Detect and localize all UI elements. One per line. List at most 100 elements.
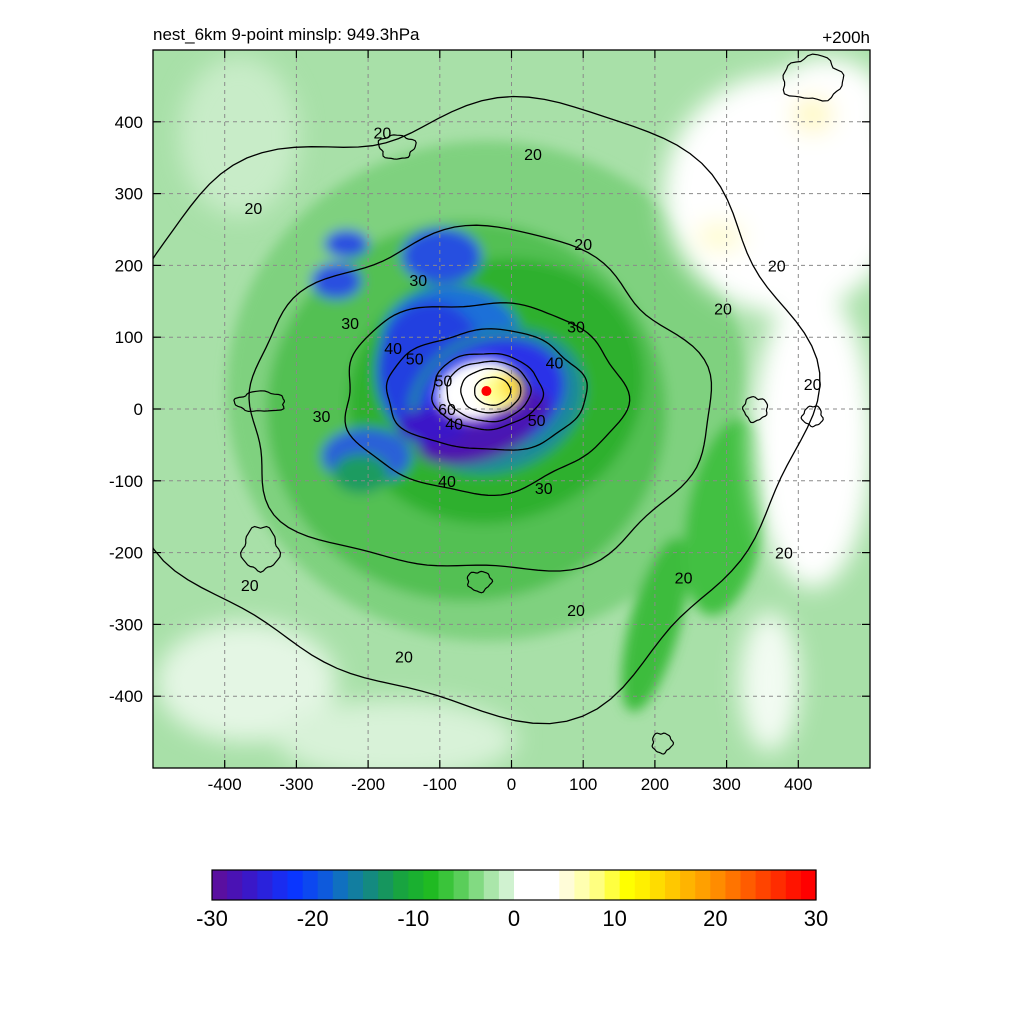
x-tick-label: -300 bbox=[279, 775, 313, 794]
contour-label: 20 bbox=[241, 578, 259, 595]
colorbar-swatch bbox=[498, 870, 515, 900]
colorbar-swatch bbox=[770, 870, 787, 900]
contour-label: 40 bbox=[438, 474, 456, 491]
colorbar-swatch bbox=[332, 870, 349, 900]
time-label: +200h bbox=[822, 28, 870, 47]
contour-lines bbox=[153, 53, 845, 755]
y-tick-label: -400 bbox=[109, 687, 143, 706]
colorbar-swatch bbox=[710, 870, 726, 900]
colorbar-swatch bbox=[544, 870, 560, 900]
x-tick-label: -100 bbox=[423, 775, 457, 794]
colorbar-swatch bbox=[408, 870, 424, 900]
x-tick-label: 0 bbox=[507, 775, 516, 794]
contour-label: 20 bbox=[574, 237, 592, 254]
y-axis: 400 300 200 100 0 -100 -200 -300 -400 bbox=[109, 113, 870, 706]
colorbar-swatch bbox=[619, 870, 636, 900]
contour-label: 20 bbox=[804, 377, 822, 394]
contour-label: 20 bbox=[714, 301, 732, 318]
colorbar-tick-label: -20 bbox=[297, 906, 329, 931]
contour-labels: 20 20 20 20 20 20 20 20 20 20 20 20 30 30 30 30 30 40 40 40… bbox=[241, 126, 822, 667]
colorbar-tick-label: 0 bbox=[508, 906, 520, 931]
y-tick-label: -300 bbox=[109, 615, 143, 634]
colorbar-swatch bbox=[559, 870, 575, 900]
colorbar-swatch bbox=[665, 870, 681, 900]
colorbar-swatch bbox=[302, 870, 319, 900]
y-tick-label: 400 bbox=[115, 113, 143, 132]
colorbar-swatch bbox=[589, 870, 606, 900]
colorbar-tick-label: 10 bbox=[602, 906, 626, 931]
x-tick-label: 400 bbox=[784, 775, 812, 794]
colorbar-swatch bbox=[800, 870, 817, 900]
contour-label: 40 bbox=[546, 355, 564, 372]
colorbar-swatch bbox=[680, 870, 696, 900]
contour-label: 20 bbox=[675, 571, 693, 588]
contour-label: 60 bbox=[438, 402, 456, 419]
y-tick-label: 0 bbox=[134, 400, 143, 419]
y-tick-label: -100 bbox=[109, 472, 143, 491]
colorbar-tick-label: -10 bbox=[397, 906, 429, 931]
colorbar-swatch bbox=[483, 870, 500, 900]
contour-label: 30 bbox=[341, 316, 359, 333]
colorbar-swatch bbox=[649, 870, 666, 900]
colorbar-tick-label: -30 bbox=[196, 906, 228, 931]
colorbar-labels: -30 -20 -10 0 10 20 30 bbox=[196, 906, 828, 931]
colorbar-swatch bbox=[468, 870, 485, 900]
contour-label: 20 bbox=[775, 546, 793, 563]
y-tick-label: 300 bbox=[115, 185, 143, 204]
contour-label: 20 bbox=[768, 258, 786, 275]
plot-area: 20 20 20 20 20 20 20 20 20 20 20 20 30 30 30 30 30 40 40 40… bbox=[153, 50, 870, 768]
colorbar-swatch bbox=[272, 870, 289, 900]
contour-label: 30 bbox=[535, 481, 553, 498]
contour-label: 30 bbox=[409, 273, 427, 290]
colorbar-swatch bbox=[227, 870, 243, 900]
colorbar-swatch bbox=[740, 870, 757, 900]
contour-label: 30 bbox=[567, 319, 585, 336]
x-tick-label: -400 bbox=[208, 775, 242, 794]
x-axis: -400 -300 -200 -100 0 100 200 300 400 bbox=[208, 50, 812, 794]
colorbar-swatch bbox=[423, 870, 440, 900]
colorbar-swatch bbox=[393, 870, 409, 900]
colorbar-swatch bbox=[212, 870, 228, 900]
contour-label: 20 bbox=[374, 126, 392, 143]
contour-label: 20 bbox=[524, 147, 542, 164]
colorbar-swatch bbox=[604, 870, 621, 900]
colorbar-swatch bbox=[287, 870, 304, 900]
contour-label: 20 bbox=[567, 603, 585, 620]
x-tick-label: 300 bbox=[712, 775, 740, 794]
colorbar-swatch bbox=[363, 870, 379, 900]
contour-label: 50 bbox=[528, 413, 546, 430]
x-tick-label: -200 bbox=[351, 775, 385, 794]
colorbar-swatch bbox=[529, 870, 545, 900]
x-tick-label: 200 bbox=[641, 775, 669, 794]
y-tick-label: 200 bbox=[115, 256, 143, 275]
colorbar-tick-label: 30 bbox=[804, 906, 828, 931]
chart-title: nest_6km 9-point minslp: 949.3hPa bbox=[153, 25, 420, 44]
contour-label: 50 bbox=[406, 352, 424, 369]
colorbar-swatch bbox=[257, 870, 273, 900]
x-tick-label: 100 bbox=[569, 775, 597, 794]
contour-label: 20 bbox=[244, 201, 262, 218]
colorbar-swatch bbox=[755, 870, 772, 900]
colorbar-swatch bbox=[514, 870, 530, 900]
colorbar-swatch bbox=[317, 870, 334, 900]
colorbar-swatch bbox=[438, 870, 455, 900]
y-tick-label: -200 bbox=[109, 544, 143, 563]
colorbar-tick-label: 20 bbox=[703, 906, 727, 931]
contour-label: 30 bbox=[313, 409, 331, 426]
colorbar-swatch bbox=[574, 870, 591, 900]
contour-label: 20 bbox=[395, 650, 413, 667]
storm-center-marker bbox=[481, 386, 492, 397]
colorbar-swatch bbox=[242, 870, 258, 900]
contour-label: 50 bbox=[434, 373, 452, 390]
colorbar bbox=[211, 869, 817, 901]
contour-label: 40 bbox=[384, 341, 402, 358]
colorbar-swatch bbox=[695, 870, 711, 900]
colorbar-swatch bbox=[634, 870, 651, 900]
colorbar-swatch bbox=[453, 870, 470, 900]
colorbar-swatch bbox=[725, 870, 742, 900]
y-tick-label: 100 bbox=[115, 328, 143, 347]
colorbar-swatch bbox=[785, 870, 802, 900]
colorbar-swatch bbox=[378, 870, 394, 900]
colorbar-swatch bbox=[347, 870, 364, 900]
contour-label: 40 bbox=[445, 416, 463, 433]
